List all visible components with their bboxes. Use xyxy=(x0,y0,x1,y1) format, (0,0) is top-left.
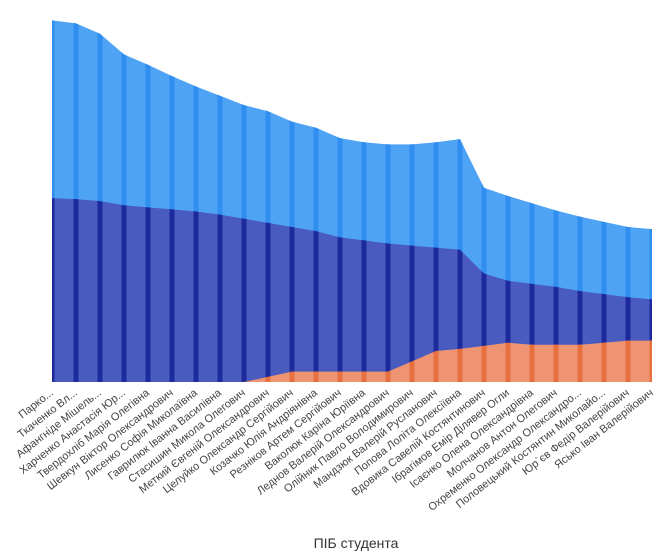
light-blue-band-stripe xyxy=(457,20,463,382)
x-axis-title: ПІБ студента xyxy=(314,535,399,551)
dark-blue-band-stripe xyxy=(361,198,367,382)
dark-blue-band-stripe xyxy=(169,198,175,382)
dark-blue-band-stripe xyxy=(649,198,652,382)
dark-blue-band-stripe xyxy=(97,198,103,382)
dark-blue-band-stripe xyxy=(601,198,607,382)
bands-group xyxy=(52,20,652,382)
dark-blue-band-stripe xyxy=(145,198,151,382)
dark-blue-band-stripe xyxy=(457,198,463,382)
light-blue-band-stripe xyxy=(121,20,127,382)
tick-labels-group: Парко...Ткаченко Вл...Афангніде Мішель..… xyxy=(14,386,656,513)
dark-blue-band-stripe xyxy=(433,198,439,382)
light-blue-band-stripe xyxy=(193,20,199,382)
orange-band-stripe xyxy=(649,340,652,382)
light-blue-band-stripe xyxy=(385,20,391,382)
light-blue-band-stripe xyxy=(289,20,295,382)
light-blue-band-stripe xyxy=(217,20,223,382)
dark-blue-band-stripe xyxy=(337,198,343,382)
orange-band-stripe xyxy=(553,340,559,382)
light-blue-band-stripe xyxy=(337,20,343,382)
dark-blue-band-stripe xyxy=(577,198,583,382)
dark-blue-band-stripe xyxy=(193,198,199,382)
dark-blue-band-stripe xyxy=(217,198,223,382)
light-blue-band-stripe xyxy=(241,20,247,382)
light-blue-band-stripe xyxy=(481,20,487,382)
orange-band-stripe xyxy=(577,340,583,382)
dark-blue-band-stripe xyxy=(73,198,79,382)
dark-blue-band-stripe xyxy=(625,198,631,382)
dark-blue-band-stripe xyxy=(385,198,391,382)
light-blue-band-stripe xyxy=(97,20,103,382)
light-blue-band-stripe xyxy=(313,20,319,382)
dark-blue-band-stripe xyxy=(52,198,55,382)
dark-blue-band-stripe xyxy=(505,198,511,382)
dark-blue-band-stripe xyxy=(121,198,127,382)
orange-band-stripe xyxy=(601,340,607,382)
light-blue-band-stripe xyxy=(169,20,175,382)
orange-band-stripe xyxy=(625,340,631,382)
dark-blue-band-stripe xyxy=(409,198,415,382)
dark-blue-band-stripe xyxy=(265,198,271,382)
light-blue-band-stripe xyxy=(145,20,151,382)
orange-band-stripe xyxy=(457,340,463,382)
orange-band-stripe xyxy=(433,340,439,382)
orange-band xyxy=(52,340,652,382)
dark-blue-band-stripe xyxy=(481,198,487,382)
light-blue-band-stripe xyxy=(361,20,367,382)
orange-band-stripe xyxy=(505,340,511,382)
light-blue-band-stripe xyxy=(505,20,511,382)
dark-blue-band-stripe xyxy=(529,198,535,382)
orange-band-stripe xyxy=(481,340,487,382)
dark-blue-band-stripe xyxy=(313,198,319,382)
dark-blue-band xyxy=(52,198,652,382)
dark-blue-band-stripe xyxy=(241,198,247,382)
dark-blue-band-stripe xyxy=(553,198,559,382)
dark-blue-band-stripes xyxy=(52,198,652,382)
light-blue-band-stripe xyxy=(265,20,271,382)
light-blue-band-stripe xyxy=(409,20,415,382)
dark-blue-band-stripe xyxy=(289,198,295,382)
light-blue-band-stripe xyxy=(433,20,439,382)
orange-band-stripe xyxy=(529,340,535,382)
